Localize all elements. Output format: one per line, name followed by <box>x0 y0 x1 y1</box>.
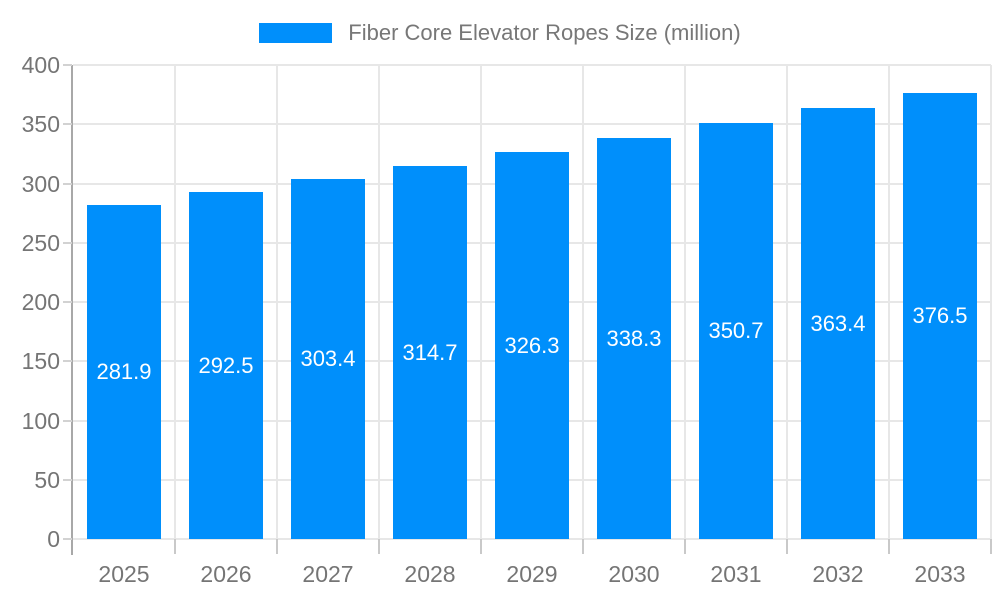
x-axis-label-2025: 2025 <box>98 561 150 587</box>
gridline-v-9 <box>990 65 992 539</box>
bar-2027[interactable]: 303.4 <box>290 179 366 539</box>
bar-2031[interactable]: 350.7 <box>698 123 774 539</box>
y-axis-label-300: 300 <box>21 170 60 197</box>
x-axis-tick-9 <box>990 539 992 554</box>
y-axis-label-50: 50 <box>34 466 60 493</box>
bar-value-label-2030: 338.3 <box>606 325 662 351</box>
x-axis-label-2028: 2028 <box>404 561 456 587</box>
x-axis-tick-4 <box>480 539 482 554</box>
gridline-v-7 <box>786 65 788 539</box>
legend-item[interactable]: Fiber Core Elevator Ropes Size (million) <box>259 20 741 46</box>
x-axis-tick-7 <box>786 539 788 554</box>
x-axis-label-2031: 2031 <box>710 561 762 587</box>
bar-value-label-2028: 314.7 <box>402 339 458 365</box>
bar-2025[interactable]: 281.9 <box>86 204 162 539</box>
bar-2030[interactable]: 338.3 <box>596 138 672 539</box>
y-axis-label-150: 150 <box>21 348 60 375</box>
gridline-h-350 <box>73 123 991 126</box>
gridline-v-6 <box>684 65 686 539</box>
y-axis-tick-50 <box>63 478 72 481</box>
y-axis-label-0: 0 <box>47 526 60 552</box>
x-axis-label-2027: 2027 <box>302 561 354 587</box>
bar-value-label-2031: 350.7 <box>708 318 764 344</box>
gridline-h-0 <box>73 538 991 540</box>
gridline-v-8 <box>888 65 890 539</box>
gridline-v-2 <box>276 65 278 539</box>
legend-label: Fiber Core Elevator Ropes Size (million) <box>348 20 741 45</box>
bar-2029[interactable]: 326.3 <box>494 152 570 539</box>
y-axis-tick-100 <box>63 419 72 422</box>
x-axis-tick-3 <box>378 539 380 554</box>
x-axis-tick-6 <box>684 539 686 554</box>
x-axis-tick-2 <box>276 539 278 554</box>
x-axis-tick-8 <box>888 539 890 554</box>
bar-2032[interactable]: 363.4 <box>800 108 876 539</box>
x-axis-label-2033: 2033 <box>914 561 966 587</box>
x-axis-tick-5 <box>582 539 584 554</box>
y-axis-tick-250 <box>63 241 72 244</box>
bar-value-label-2029: 326.3 <box>504 332 560 358</box>
gridline-v-5 <box>582 65 584 539</box>
y-axis-tick-150 <box>63 360 72 363</box>
bar-value-label-2033: 376.5 <box>912 302 968 328</box>
bar-value-label-2026: 292.5 <box>198 352 254 378</box>
y-axis-line <box>71 65 73 555</box>
legend: Fiber Core Elevator Ropes Size (million) <box>0 20 1000 46</box>
gridline-v-1 <box>174 65 176 539</box>
x-axis-label-2026: 2026 <box>200 561 252 587</box>
bar-2028[interactable]: 314.7 <box>392 166 468 539</box>
bar-2026[interactable]: 292.5 <box>188 192 264 539</box>
y-axis-tick-350 <box>63 123 72 126</box>
x-axis-tick-1 <box>174 539 176 554</box>
x-axis-label-2030: 2030 <box>608 561 660 587</box>
gridline-v-4 <box>480 65 482 539</box>
plot-area: 281.9 292.5 303.4 314.7 326.3 338.3 350.7 363.4… <box>73 64 992 540</box>
bar-2033[interactable]: 376.5 <box>902 92 978 539</box>
y-axis-label-200: 200 <box>21 289 60 315</box>
x-axis-label-2032: 2032 <box>812 561 864 587</box>
bar-value-label-2025: 281.9 <box>96 358 152 384</box>
bar-value-label-2032: 363.4 <box>810 310 866 336</box>
y-axis-label-400: 400 <box>21 52 60 78</box>
y-axis-label-350: 350 <box>21 111 60 138</box>
x-axis-label-2029: 2029 <box>506 561 558 587</box>
y-axis-label-100: 100 <box>21 407 60 434</box>
y-axis-tick-0 <box>63 538 72 540</box>
gridline-h-400 <box>73 64 991 66</box>
y-axis-tick-300 <box>63 182 72 185</box>
y-axis-tick-200 <box>63 301 72 303</box>
legend-swatch <box>259 23 333 43</box>
y-axis-tick-400 <box>63 64 72 66</box>
y-axis-label-250: 250 <box>21 229 60 256</box>
bar-value-label-2027: 303.4 <box>300 346 356 372</box>
gridline-v-3 <box>378 65 380 539</box>
